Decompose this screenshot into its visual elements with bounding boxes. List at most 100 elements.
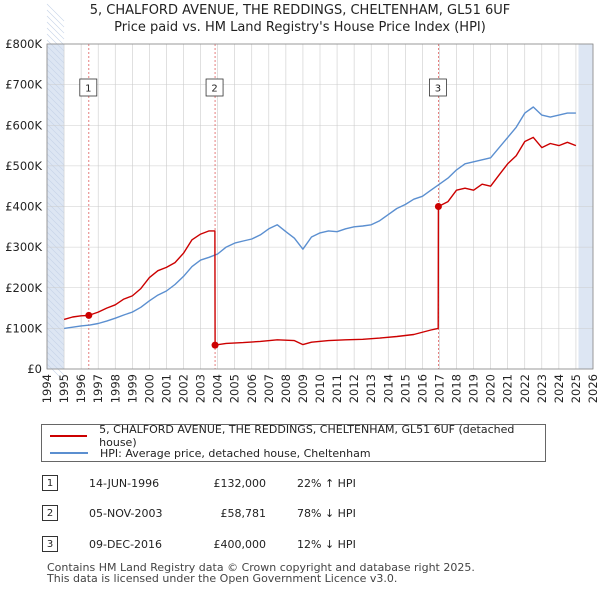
sale-box-label-3: 3 (435, 84, 441, 95)
hatch-line (46, 297, 65, 316)
hatch-line (46, 105, 65, 124)
footer: Contains HM Land Registry data © Crown c… (47, 562, 475, 584)
y-tick-label: £500K (5, 159, 42, 173)
hatch-line (46, 135, 65, 154)
x-tick-label: 2007 (262, 374, 276, 403)
hatch-line (46, 93, 65, 112)
x-tick-label: 2011 (330, 374, 344, 403)
x-tick-label: 2020 (484, 374, 498, 403)
hatch-line (46, 21, 65, 40)
hatch-line (46, 327, 65, 346)
x-tick-label: 2023 (535, 374, 549, 403)
hatch-line (46, 267, 65, 286)
hatch-line (46, 291, 65, 310)
hatch-line (46, 9, 65, 28)
hatch-line (46, 177, 65, 196)
hatch-line (46, 285, 65, 304)
x-tick-label: 2002 (177, 374, 191, 403)
sale-number: 3 (42, 536, 58, 552)
sale-number: 1 (42, 475, 58, 491)
x-tick-label: 2001 (159, 374, 173, 403)
hatch-line (46, 15, 65, 34)
hatch-line (46, 183, 65, 202)
sale-box-label-2: 2 (211, 84, 217, 95)
hatch-line (46, 69, 65, 88)
hatch-line (46, 63, 65, 82)
x-tick-label: 2024 (552, 374, 566, 403)
legend-hpi-label: HPI: Average price, detached house, Chel… (100, 446, 371, 460)
x-tick-label: 2025 (569, 374, 583, 403)
hatch-line (46, 159, 65, 178)
hatch-line (46, 219, 65, 238)
hatch-line (46, 129, 65, 148)
hatch-line (46, 279, 65, 298)
x-tick-label: 2006 (245, 374, 259, 403)
x-tick-label: 2026 (586, 374, 600, 403)
x-tick-label: 2003 (194, 374, 208, 403)
table-row: 3 09-DEC-2016 £400,000 12% ↓ HPI (41, 536, 441, 556)
x-tick-label: 2015 (398, 374, 412, 403)
y-tick-label: £600K (5, 118, 42, 132)
legend-item-hpi: HPI: Average price, detached house, Chel… (50, 445, 371, 461)
x-tick-label: 2010 (313, 374, 327, 403)
sale-price: £132,000 (213, 477, 267, 490)
hatch-line (46, 225, 65, 244)
sale-box-1 (79, 78, 98, 97)
x-tick-label: 2016 (415, 374, 429, 403)
x-tick-label: 2013 (364, 374, 378, 403)
sale-box-2 (205, 78, 224, 97)
hatch-line (46, 345, 65, 364)
hatch-line (46, 303, 65, 322)
y-tick-label: £700K (5, 78, 42, 92)
hatch-line (46, 315, 65, 334)
hatch-line (46, 201, 65, 220)
chart-title-line2: Price paid vs. HM Land Registry's House … (114, 20, 486, 35)
sale-date: 09-DEC-2016 (89, 538, 163, 551)
sale-date: 14-JUN-1996 (89, 477, 160, 490)
hpi-line (64, 106, 576, 330)
hatch-line (46, 351, 65, 370)
hatch-line (46, 153, 65, 172)
x-tick-label: 2012 (347, 374, 361, 403)
table-row: 2 05-NOV-2003 £58,781 78% ↓ HPI (41, 505, 441, 525)
y-tick-label: £100K (5, 321, 42, 335)
hatch-line (46, 33, 65, 52)
sale-hpi-diff: 78% ↓ HPI (297, 507, 356, 520)
x-tick-label: 1999 (125, 374, 139, 403)
x-tick-label: 1994 (40, 374, 54, 403)
hatch-line (46, 255, 65, 274)
y-tick-label: £200K (5, 281, 42, 295)
hatch-line (46, 57, 65, 76)
x-tick-label: 1995 (57, 374, 71, 403)
sale-date: 05-NOV-2003 (89, 507, 163, 520)
sale-number: 2 (42, 505, 58, 521)
hatch-line (46, 363, 65, 382)
x-tick-label: 2000 (142, 374, 156, 403)
y-tick-label: £400K (5, 200, 42, 214)
x-tick-label: 1996 (74, 374, 88, 403)
hatch-line (46, 27, 65, 46)
sale-box-3 (429, 78, 447, 97)
footer-licence: This data is licensed under the Open Gov… (47, 572, 398, 585)
y-tick-label: £300K (5, 240, 42, 254)
hatch-line (46, 99, 65, 118)
legend-item-price: 5, CHALFORD AVENUE, THE REDDINGS, CHELTE… (50, 423, 545, 449)
sale-point-1 (85, 311, 93, 319)
hatch-line (46, 309, 65, 328)
footer-copyright: Contains HM Land Registry data © Crown c… (47, 561, 475, 574)
y-tick-label: £800K (5, 37, 42, 51)
hatch-line (46, 171, 65, 190)
sale-price: £58,781 (220, 507, 267, 520)
y-tick-label: £0 (27, 362, 42, 376)
hatch-line (46, 111, 65, 130)
legend-price-label: 5, CHALFORD AVENUE, THE REDDINGS, CHELTE… (99, 423, 515, 449)
hatch-line (46, 45, 65, 64)
x-tick-label: 1998 (108, 374, 122, 403)
x-tick-label: 2019 (467, 374, 481, 403)
x-tick-label: 2005 (228, 374, 242, 403)
hatch-line (46, 117, 65, 136)
hatch-line (46, 195, 65, 214)
hatch-line (46, 87, 65, 106)
price-paid-line (63, 136, 577, 346)
price-chart: 1 2 3 £0 £100K £200K £300K £400K £500K £600K £700K… (5, 3, 600, 403)
